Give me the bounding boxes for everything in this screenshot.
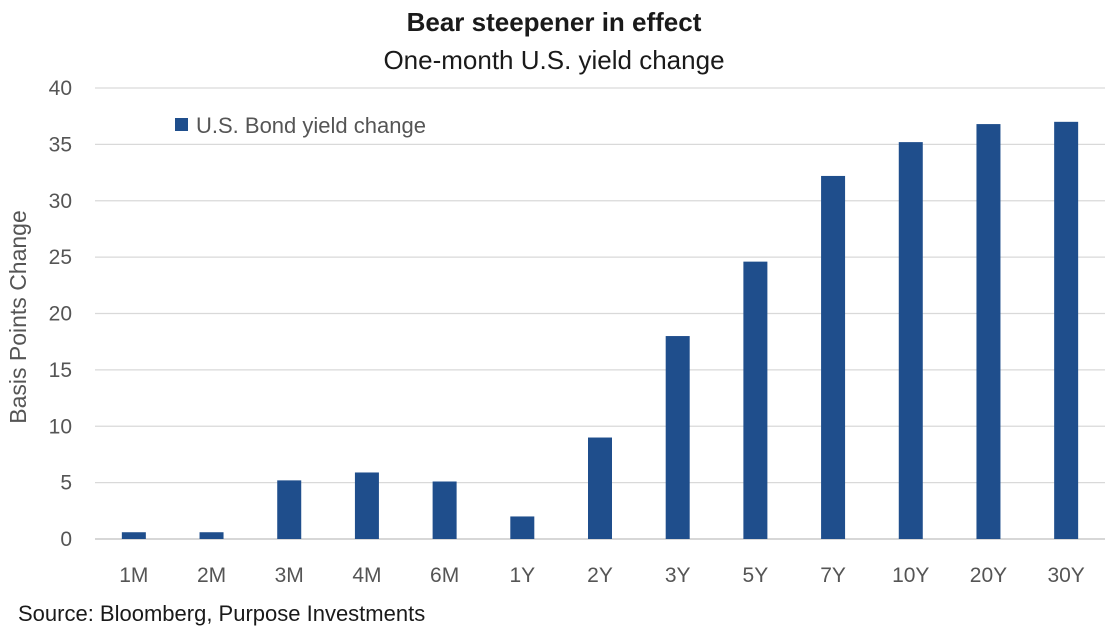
bar-4m [354, 472, 379, 539]
bar-3m [277, 480, 302, 539]
bars [121, 121, 1079, 539]
y-tick-label: 15 [49, 359, 72, 382]
y-tick-label: 10 [49, 415, 72, 438]
gridlines [95, 87, 1105, 540]
y-tick-label: 20 [49, 303, 72, 326]
y-tick-label: 40 [49, 77, 72, 100]
y-tick-label: 30 [49, 190, 72, 213]
x-tick-labels: 1M 2M 3M 4M 6M 1Y 2Y 3Y 5Y 7Y 10Y 20Y 30Y [119, 564, 1085, 587]
bar-5y [743, 261, 768, 539]
x-tick-label: 4M [352, 564, 381, 587]
x-tick-label: 6M [430, 564, 459, 587]
bar-1y [510, 516, 535, 539]
y-tick-label: 0 [60, 528, 72, 551]
x-tick-label: 2Y [587, 564, 613, 587]
bar-2y [588, 437, 612, 539]
legend-label: U.S. Bond yield change [196, 113, 426, 138]
x-tick-label: 10Y [892, 564, 929, 587]
bar-30y [1054, 121, 1079, 539]
chart-subtitle: One-month U.S. yield change [383, 45, 725, 75]
x-tick-label: 1Y [509, 564, 535, 587]
x-tick-label: 30Y [1047, 564, 1084, 587]
bar-20y [976, 124, 1001, 539]
bar-10y [898, 142, 923, 539]
x-tick-label: 5Y [743, 564, 769, 587]
chart-title: Bear steepener in effect [406, 7, 702, 37]
y-tick-label: 35 [49, 133, 72, 156]
source-note: Source: Bloomberg, Purpose Investments [18, 601, 426, 626]
bar-3y [665, 336, 690, 539]
x-tick-label: 3Y [665, 564, 691, 587]
y-tick-labels: 0 5 10 15 20 25 30 35 40 [49, 77, 72, 551]
x-tick-label: 20Y [970, 564, 1007, 587]
bar-7y [821, 175, 846, 539]
legend-swatch [175, 118, 188, 131]
bar-2m [199, 532, 224, 539]
bar-1m [121, 532, 146, 539]
x-tick-label: 3M [275, 564, 304, 587]
y-tick-label: 25 [49, 246, 72, 269]
x-tick-label: 1M [119, 564, 148, 587]
y-axis-label: Basis Points Change [5, 210, 31, 424]
x-tick-label: 7Y [820, 564, 846, 587]
y-tick-label: 5 [60, 472, 72, 495]
bar-6m [432, 481, 457, 539]
legend: U.S. Bond yield change [175, 113, 426, 138]
x-tick-label: 2M [197, 564, 226, 587]
